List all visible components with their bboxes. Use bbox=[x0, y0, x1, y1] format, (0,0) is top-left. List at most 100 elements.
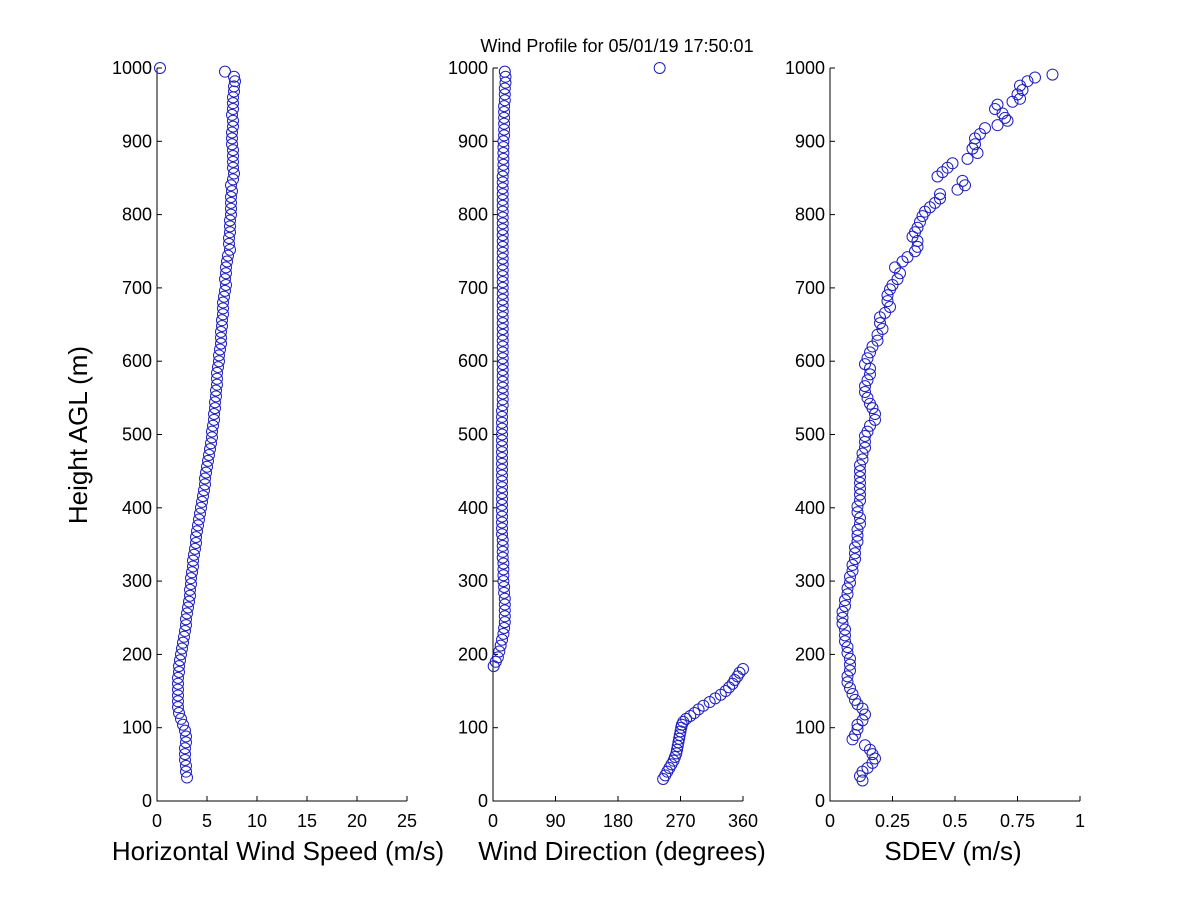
panel-2-ytick-label: 700 bbox=[795, 278, 825, 298]
panel-1-data-point bbox=[497, 152, 510, 165]
panel-0-data-point bbox=[179, 748, 191, 761]
panel-1-data-point bbox=[496, 352, 509, 365]
panel-0-data-point bbox=[178, 630, 190, 643]
panel-1-data-point bbox=[496, 258, 509, 271]
panel-0-data-point bbox=[224, 220, 236, 233]
panel-0-data-point bbox=[199, 478, 211, 491]
panel-0-data-point bbox=[216, 320, 228, 333]
panel-0-data-point bbox=[200, 466, 212, 479]
panel-0-data-point bbox=[186, 566, 198, 579]
panel-0-ytick-label: 0 bbox=[142, 791, 152, 811]
panel-2-data-point bbox=[1006, 95, 1019, 108]
panel-2-data-point bbox=[851, 523, 864, 536]
panel-2-data-point bbox=[849, 547, 861, 560]
panel-1-data-point bbox=[496, 487, 509, 500]
panel-0-data-point bbox=[181, 771, 193, 784]
panel-0-data-point bbox=[180, 736, 192, 749]
panel-1-data-point bbox=[692, 703, 705, 716]
panel-2-data-point bbox=[884, 283, 896, 296]
panel-2-data-point bbox=[841, 676, 854, 689]
panel-1-data-point bbox=[496, 387, 509, 400]
panel-2-data-point bbox=[856, 774, 869, 787]
panel-2-data-point bbox=[846, 733, 859, 746]
panel-2-data-point bbox=[931, 170, 944, 183]
panel-1-xtick-label: 270 bbox=[665, 811, 695, 831]
panel-1-data-point bbox=[726, 677, 739, 690]
panel-2-data-point bbox=[991, 119, 1004, 132]
panel-0-ytick-label: 700 bbox=[122, 278, 152, 298]
panel-1-data-point bbox=[498, 82, 511, 95]
panel-1-data-point bbox=[496, 317, 509, 330]
panel-1-data-point bbox=[496, 246, 509, 259]
panel-1-ytick-label: 400 bbox=[458, 498, 488, 518]
panel-1-data-point bbox=[498, 598, 511, 611]
panel-0-data-point bbox=[207, 419, 219, 432]
panel-2-xtick-label: 0.5 bbox=[942, 811, 967, 831]
panel-2-data-point bbox=[856, 453, 869, 466]
panel-2-data-point bbox=[909, 245, 921, 258]
panel-1-data-point bbox=[496, 375, 509, 388]
panel-horizontal-wind-speed: 0 100 200 300 400 500 600 700 800 900 1000 0 5 10 15 20… bbox=[112, 58, 417, 831]
panel-0-data-point bbox=[226, 185, 238, 198]
panel-2-data-point bbox=[841, 646, 854, 659]
panel-2-data-point bbox=[874, 311, 886, 324]
panel-2-data-point bbox=[836, 611, 849, 624]
panel-1-data-point bbox=[653, 62, 666, 74]
panel-0-data-point bbox=[219, 284, 231, 297]
panel-2-ytick-label: 800 bbox=[795, 205, 825, 225]
panel-2-data-point bbox=[844, 652, 856, 665]
panel-0-data-point bbox=[210, 384, 222, 397]
panel-0-data-point bbox=[195, 501, 207, 514]
panel-0-data-point bbox=[180, 619, 192, 632]
panel-0-data-point bbox=[227, 149, 239, 162]
panel-2-ytick-label: 300 bbox=[795, 571, 825, 591]
panel-0-data-point bbox=[220, 261, 232, 274]
panel-0-data-point bbox=[218, 290, 230, 303]
panel-2-data-point bbox=[859, 435, 871, 448]
panel-0-data-point bbox=[191, 525, 203, 538]
panel-2-ytick-label: 500 bbox=[795, 425, 825, 445]
panel-2-data-point bbox=[854, 512, 866, 525]
panel-1-data-point bbox=[498, 123, 511, 136]
panel-2-data-point bbox=[844, 664, 856, 677]
panel-1-data-point bbox=[498, 88, 511, 101]
panel-0-data-point bbox=[217, 296, 229, 309]
panel-1-data-point bbox=[496, 334, 509, 347]
panel-2-data-point bbox=[859, 385, 871, 398]
panel-0-data-point bbox=[226, 132, 238, 145]
panel-2-data-point bbox=[866, 340, 879, 353]
panel-0-data-point bbox=[223, 237, 235, 250]
panel-0-data-point bbox=[185, 572, 197, 585]
panel-2-data-point bbox=[874, 317, 886, 330]
panel-1-data-point bbox=[496, 270, 509, 283]
panel-1-ytick-label: 100 bbox=[458, 718, 488, 738]
panel-2-data-point bbox=[1001, 114, 1014, 127]
panel-sdev: 0 100 200 300 400 500 600 700 800 900 1000 0 0.25 0.5… bbox=[785, 58, 1085, 831]
panel-0-xtick-label: 0 bbox=[152, 811, 162, 831]
panel-0-data-point bbox=[180, 765, 192, 778]
panel-1-data-point bbox=[496, 516, 509, 529]
panel-1-data-point bbox=[498, 117, 511, 130]
panel-2-data-point bbox=[864, 362, 876, 375]
panel-0-data-point bbox=[206, 425, 218, 438]
panel-0-data-point bbox=[193, 513, 205, 526]
panel-0-ytick-label: 400 bbox=[122, 498, 152, 518]
panel-0-data-point bbox=[227, 97, 239, 110]
panel-1-ytick-label: 0 bbox=[478, 791, 488, 811]
panel-0-data-point bbox=[215, 325, 227, 338]
panel-1-data-point bbox=[498, 129, 511, 142]
panel-0-data-point bbox=[172, 695, 184, 708]
panel-1-data-point bbox=[496, 428, 509, 441]
panel-1-data-point bbox=[496, 328, 509, 341]
panel-0-data-point bbox=[224, 214, 236, 227]
panel-1-data-point bbox=[496, 358, 509, 371]
panel-2-data-point bbox=[839, 594, 851, 607]
panel-2-ytick-label: 0 bbox=[815, 791, 825, 811]
panel-2-data-point bbox=[851, 723, 864, 736]
panel-0-data-point bbox=[225, 196, 237, 209]
panel-2-data-point bbox=[844, 576, 856, 589]
panel-2-data-point bbox=[841, 670, 854, 683]
panel-1-data-point bbox=[496, 234, 509, 247]
panel-2-data-point bbox=[856, 702, 869, 715]
panel-0-ylabel: Height AGL (m) bbox=[63, 346, 93, 524]
